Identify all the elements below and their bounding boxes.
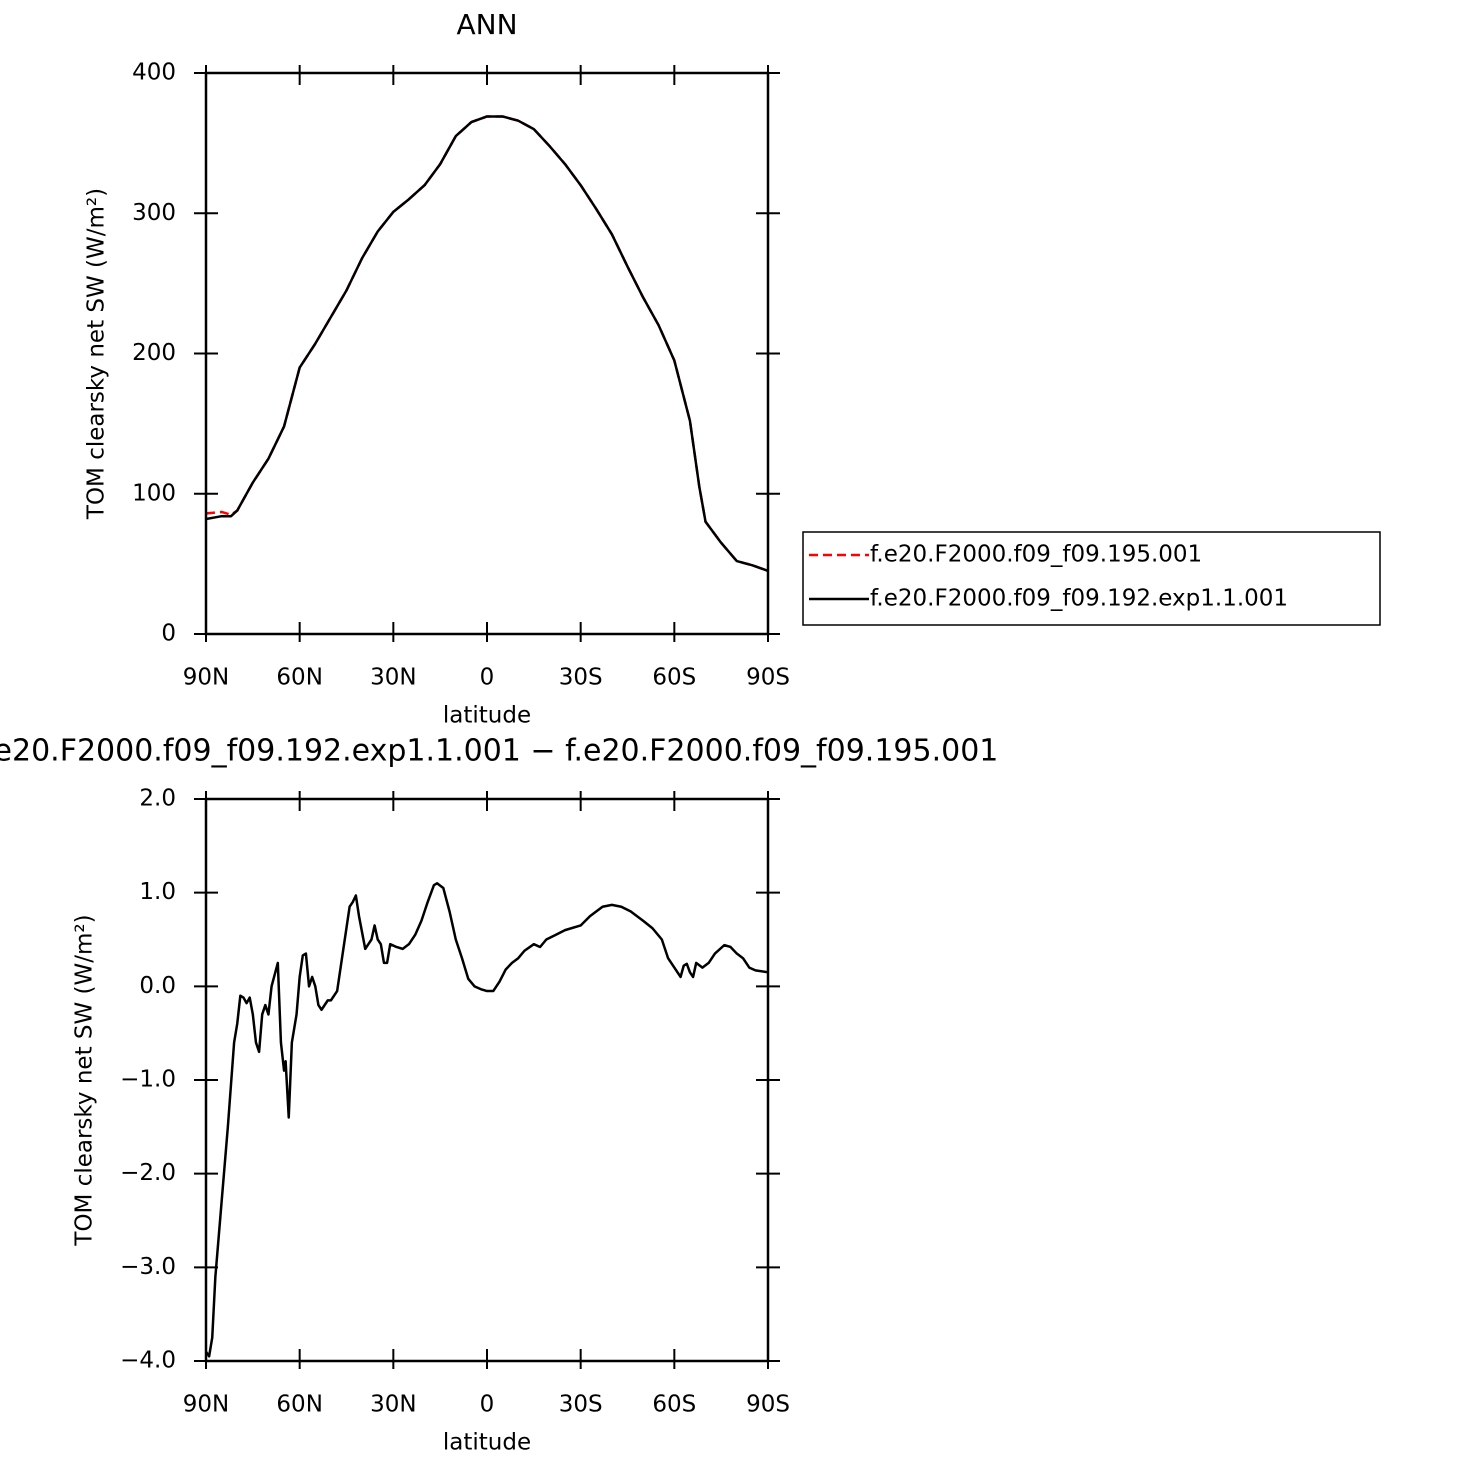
x-tick-label: 90N: [183, 665, 229, 691]
x-tick-label: 90S: [746, 665, 790, 691]
legend-box: [802, 531, 1381, 626]
legend-label: f.e20.F2000.f09_f09.195.001: [870, 542, 1202, 568]
x-tick-label: 0: [480, 1392, 495, 1418]
y-tick-label: 0.0: [139, 973, 176, 999]
x-tick-label: 30N: [370, 1392, 416, 1418]
plot-frame: [204, 797, 770, 1363]
x-tick-label: 90N: [183, 1392, 229, 1418]
chart-title: ANN: [456, 8, 517, 41]
chart-panel: ANN latitude TOM clearsky net SW (W/m²) 90N…: [84, 8, 1381, 729]
chart-title: f.e20.F2000.f09_f09.192.exp1.1.001 − f.e…: [0, 734, 998, 769]
chart-panel: f.e20.F2000.f09_f09.192.exp1.1.001 − f.e…: [0, 734, 998, 1456]
y-tick-label: −3.0: [120, 1254, 176, 1280]
x-tick-label: 30S: [559, 1392, 603, 1418]
x-axis-label: latitude: [443, 703, 531, 729]
y-tick-label: 0: [161, 621, 176, 647]
y-axis-label: TOM clearsky net SW (W/m²): [84, 188, 110, 520]
y-tick-label: 400: [132, 60, 176, 86]
x-tick-label: 30S: [559, 665, 603, 691]
y-tick-label: 2.0: [139, 786, 176, 812]
y-tick-label: −1.0: [120, 1067, 176, 1093]
data-line: [206, 882, 768, 1358]
x-tick-label: 90S: [746, 1392, 790, 1418]
x-tick-label: 0: [480, 665, 495, 691]
legend-label: f.e20.F2000.f09_f09.192.exp1.1.001: [870, 586, 1288, 612]
y-tick-label: 1.0: [139, 879, 176, 905]
y-tick-label: 300: [132, 200, 176, 226]
x-axis-label: latitude: [443, 1430, 531, 1456]
y-tick-label: 100: [132, 480, 176, 506]
plot-frame: [204, 71, 770, 636]
y-tick-label: 200: [132, 340, 176, 366]
y-tick-label: −2.0: [120, 1160, 176, 1186]
x-tick-label: 60N: [276, 665, 322, 691]
data-line: [206, 115, 768, 573]
y-tick-label: −4.0: [120, 1348, 176, 1374]
data-line: [206, 115, 768, 573]
y-axis-label: TOM clearsky net SW (W/m²): [72, 914, 98, 1246]
x-tick-label: 60N: [276, 1392, 322, 1418]
x-tick-label: 30N: [370, 665, 416, 691]
x-tick-label: 60S: [652, 665, 696, 691]
x-tick-label: 60S: [652, 1392, 696, 1418]
